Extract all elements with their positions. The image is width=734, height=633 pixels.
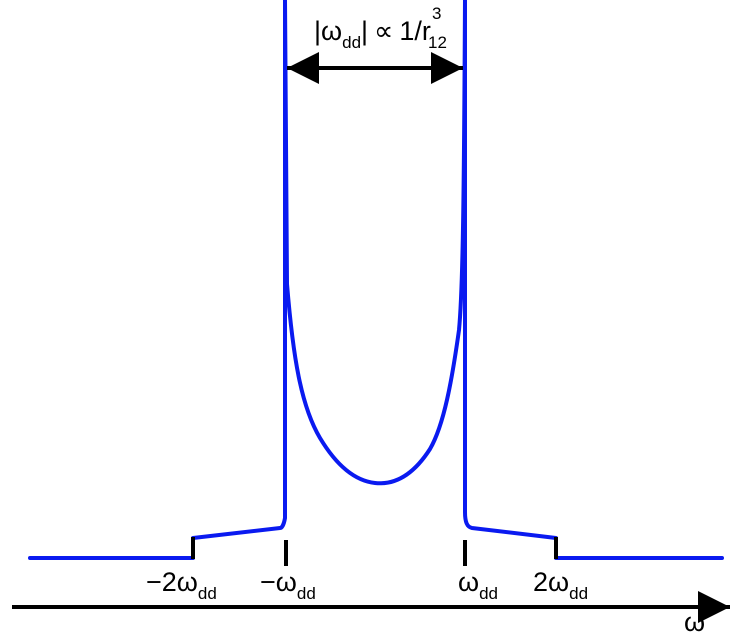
formula-exponent: 3 [432, 4, 441, 23]
tick-label-plus-two: 2ωdd [533, 567, 588, 603]
tick-label-minus-two: −2ωdd [146, 567, 217, 603]
spectrum-curve [28, 0, 724, 560]
svg-text:|ωdd|∝1/r: |ωdd| ∝ 1/r [314, 16, 431, 52]
axis-label-omega: ω [684, 607, 705, 633]
formula-index: 12 [428, 33, 447, 52]
separation-formula: |ωdd| ∝ 1/r 3 12 [314, 4, 447, 52]
tick-label-plus-one: ωdd [458, 567, 498, 603]
tick-label-minus-one: −ωdd [260, 567, 316, 603]
